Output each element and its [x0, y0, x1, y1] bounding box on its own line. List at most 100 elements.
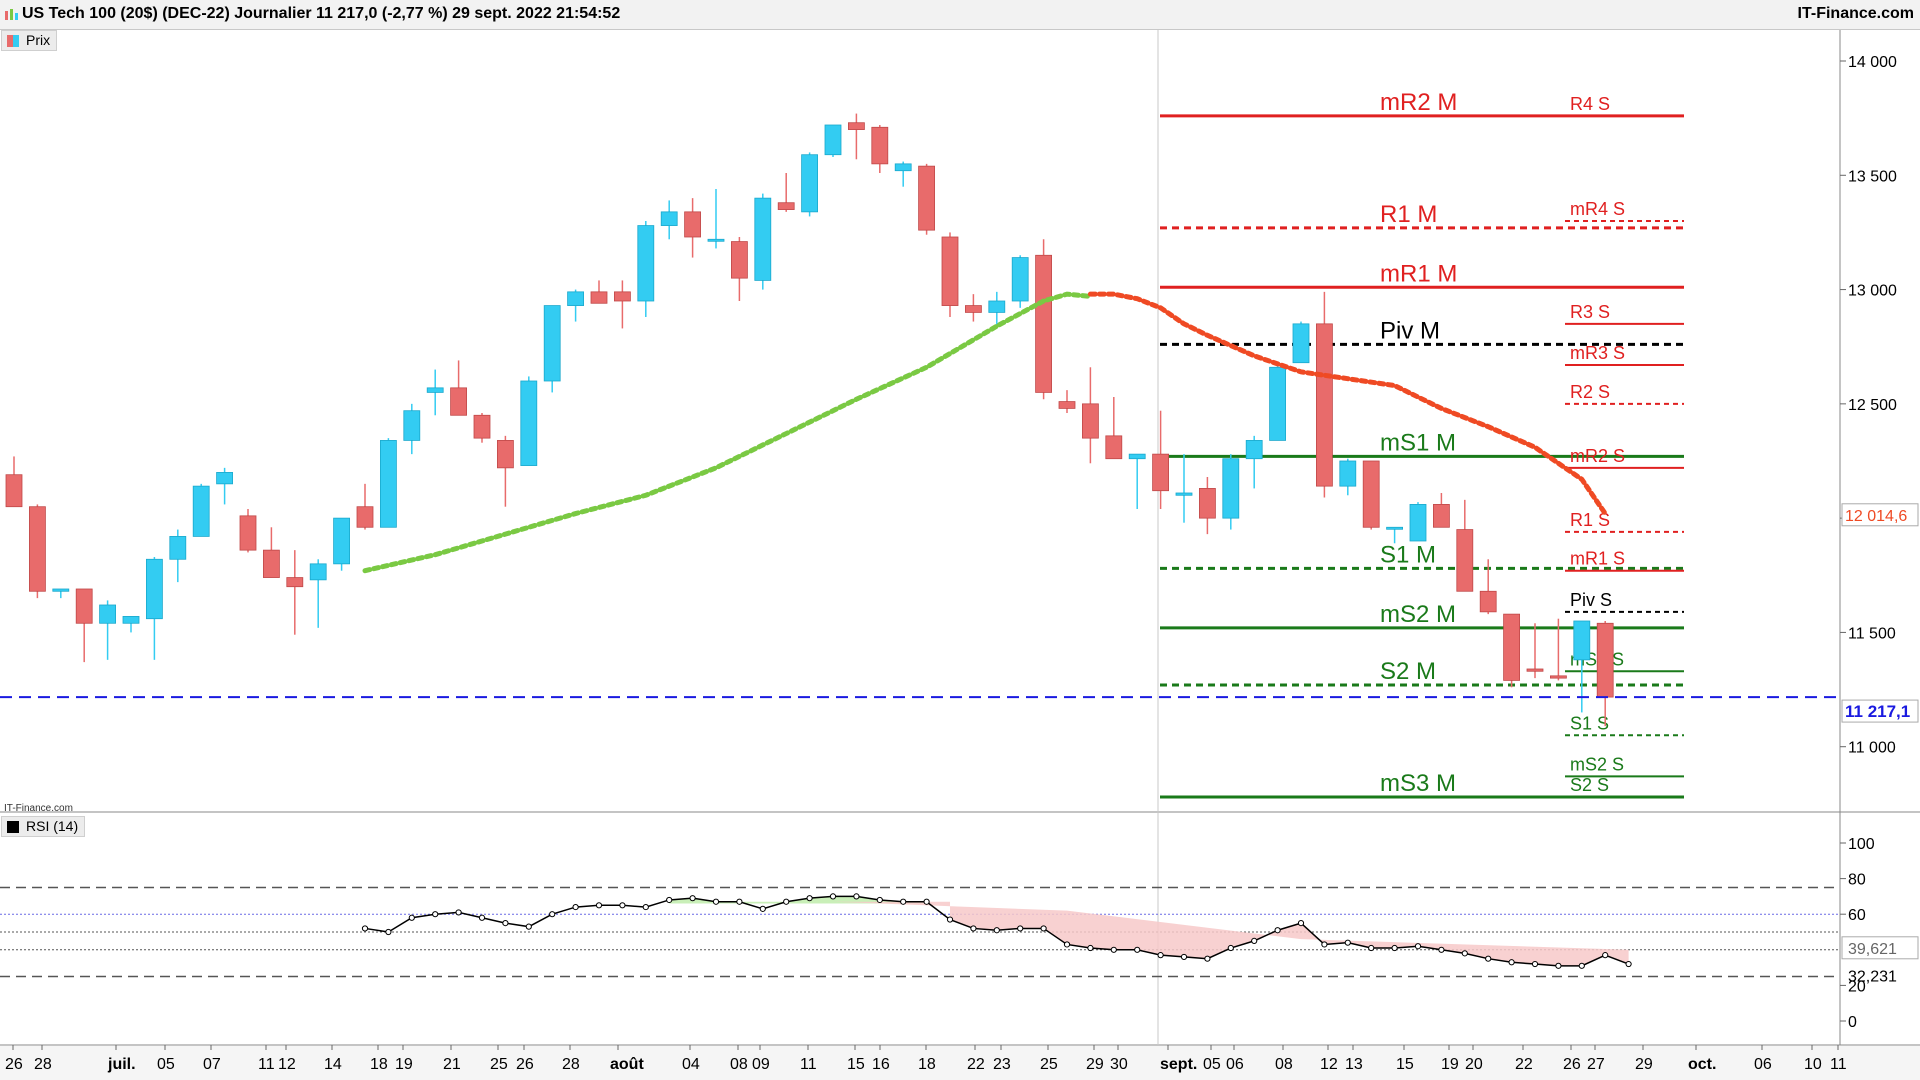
candle-body[interactable] — [1316, 323, 1333, 487]
candle-body[interactable] — [1292, 323, 1310, 364]
candle-body[interactable] — [1339, 460, 1357, 487]
rsi-point[interactable] — [595, 902, 603, 909]
candle-body[interactable] — [801, 154, 818, 213]
candle-body[interactable] — [1573, 620, 1591, 661]
rsi-point[interactable] — [361, 925, 369, 932]
rsi-point[interactable] — [1391, 944, 1398, 952]
rsi-point[interactable] — [736, 898, 743, 905]
candle-body[interactable] — [871, 126, 889, 165]
rsi-point[interactable] — [1321, 941, 1328, 948]
candle-body[interactable] — [1245, 440, 1263, 460]
candle-body[interactable] — [988, 300, 1006, 313]
candle-body[interactable] — [567, 291, 584, 306]
candle-body[interactable] — [28, 506, 46, 592]
candle-body[interactable] — [1596, 622, 1614, 698]
candle-body[interactable] — [145, 558, 163, 620]
candle-body[interactable] — [1152, 453, 1169, 492]
candle-body[interactable] — [660, 211, 678, 226]
rsi-point[interactable] — [1157, 952, 1164, 959]
candle-body[interactable] — [590, 291, 608, 304]
candle-body[interactable] — [309, 563, 327, 581]
candle-body[interactable] — [5, 474, 23, 508]
rsi-point[interactable] — [1625, 960, 1632, 968]
candle-body[interactable] — [1479, 590, 1497, 613]
candle-body[interactable] — [543, 305, 561, 382]
rsi-point[interactable] — [619, 902, 626, 909]
rsi-point[interactable] — [993, 927, 1000, 934]
candle-body[interactable] — [1503, 613, 1520, 681]
rsi-point[interactable] — [1087, 944, 1094, 952]
rsi-point[interactable] — [1274, 927, 1281, 934]
rsi-point[interactable] — [1438, 946, 1445, 953]
candle-body[interactable] — [1082, 403, 1099, 439]
candle-body[interactable] — [426, 387, 444, 393]
candle-body[interactable] — [52, 588, 70, 592]
rsi-point[interactable] — [1414, 943, 1422, 950]
candle-body[interactable] — [216, 472, 234, 485]
candle-body[interactable] — [379, 440, 397, 528]
rsi-point[interactable] — [1508, 959, 1515, 966]
rsi-point[interactable] — [1297, 920, 1305, 927]
rsi-point[interactable] — [1134, 946, 1141, 953]
candle-body[interactable] — [1175, 492, 1193, 496]
rsi-point[interactable] — [759, 905, 766, 912]
rsi-legend[interactable]: RSI (14) — [1, 816, 86, 837]
candle-body[interactable] — [1035, 254, 1052, 393]
rsi-point[interactable] — [1110, 946, 1117, 953]
candle-body[interactable] — [1386, 526, 1403, 530]
rsi-point[interactable] — [853, 893, 860, 900]
candle-body[interactable] — [473, 414, 491, 439]
rsi-point[interactable] — [1017, 925, 1024, 932]
candle-body[interactable] — [1409, 504, 1427, 542]
rsi-point[interactable] — [876, 896, 883, 904]
rsi-point[interactable] — [900, 898, 907, 905]
candle-body[interactable] — [731, 241, 748, 279]
rsi-point[interactable] — [502, 920, 509, 927]
candle-body[interactable] — [941, 236, 959, 306]
rsi-point[interactable] — [1063, 941, 1071, 948]
candle-body[interactable] — [1550, 675, 1567, 679]
rsi-point[interactable] — [783, 898, 790, 905]
candle-body[interactable] — [1526, 668, 1544, 672]
rsi-point[interactable] — [1485, 955, 1492, 962]
rsi-point[interactable] — [1180, 953, 1188, 961]
rsi-point[interactable] — [712, 898, 720, 905]
candle-body[interactable] — [75, 588, 93, 624]
candle-body[interactable] — [286, 577, 304, 588]
candle-body[interactable] — [1105, 435, 1123, 460]
candle-body[interactable] — [1456, 529, 1474, 592]
rsi-point[interactable] — [432, 911, 439, 918]
candle-body[interactable] — [99, 604, 116, 624]
candle-body[interactable] — [965, 305, 982, 313]
candle-body[interactable] — [1269, 366, 1286, 441]
rsi-point[interactable] — [1251, 937, 1258, 945]
candle-body[interactable] — [707, 238, 725, 242]
rsi-point[interactable] — [1344, 939, 1351, 946]
candle-body[interactable] — [192, 485, 210, 537]
rsi-point[interactable] — [1040, 925, 1047, 932]
rsi-point[interactable] — [806, 895, 813, 902]
candle-body[interactable] — [894, 163, 912, 172]
rsi-point[interactable] — [549, 911, 556, 918]
candle-body[interactable] — [614, 291, 631, 302]
rsi-point[interactable] — [525, 923, 532, 930]
candle-body[interactable] — [1433, 504, 1450, 528]
rsi-point[interactable] — [455, 909, 462, 916]
rsi-point[interactable] — [1368, 944, 1375, 952]
candle-body[interactable] — [169, 536, 187, 560]
rsi-point[interactable] — [829, 893, 837, 900]
rsi-point[interactable] — [1204, 955, 1211, 962]
price-legend[interactable]: Prix — [1, 30, 58, 51]
rsi-point[interactable] — [1531, 960, 1539, 968]
candle-body[interactable] — [262, 549, 280, 578]
rsi-point[interactable] — [666, 896, 673, 904]
candle-body[interactable] — [520, 380, 538, 466]
rsi-point[interactable] — [1578, 962, 1585, 969]
candle-body[interactable] — [1128, 453, 1146, 460]
candle-body[interactable] — [356, 506, 374, 528]
rsi-point[interactable] — [1602, 952, 1609, 959]
candle-body[interactable] — [848, 122, 865, 130]
candle-body[interactable] — [1011, 257, 1029, 302]
candle-body[interactable] — [754, 197, 772, 281]
rsi-point[interactable] — [1461, 950, 1468, 957]
